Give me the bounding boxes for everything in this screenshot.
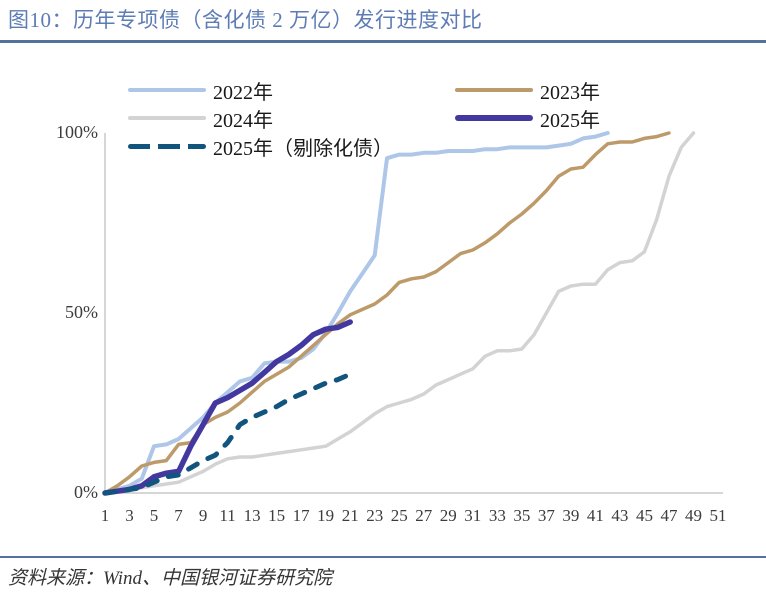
series-line-2022	[103, 131, 610, 495]
legend-item-2022: 2022年	[128, 77, 273, 104]
x-tick-label: 1	[100, 506, 110, 525]
series-line-2024	[103, 131, 696, 495]
legend-item-2023: 2023年	[455, 77, 600, 104]
title-rule	[0, 40, 766, 43]
series-line-2025-ex	[102, 371, 353, 496]
x-tick-label: 17	[292, 506, 310, 525]
legend-swatch-2023	[455, 88, 533, 92]
y-tick-label: 0%	[74, 482, 98, 503]
legend-item-2024: 2024年	[128, 105, 273, 132]
x-tick-label: 3	[125, 506, 134, 525]
legend-swatch-2022	[128, 88, 206, 92]
x-tick-label: 15	[268, 506, 286, 525]
footer-rule	[0, 556, 766, 558]
x-tick-label: 35	[513, 506, 531, 525]
legend-item-2025-ex: 2025年（剔除化债）	[128, 133, 393, 160]
x-tick-label: 11	[219, 506, 236, 525]
x-tick-label: 43	[611, 506, 629, 525]
x-tick-label: 51	[709, 506, 727, 525]
x-tick-label: 5	[149, 506, 159, 525]
y-tick-label: 100%	[56, 122, 98, 143]
x-tick-label: 31	[464, 506, 482, 525]
x-tick-label: 9	[198, 506, 208, 525]
x-tick-label: 21	[341, 506, 359, 525]
x-tick-label: 13	[243, 506, 261, 525]
x-tick-label: 7	[174, 506, 183, 525]
x-tick-label: 29	[439, 506, 457, 525]
legend-label-2025: 2025年	[540, 109, 600, 132]
x-tick-label: 49	[684, 506, 702, 525]
x-tick-label: 23	[366, 506, 384, 525]
legend-label-2025-ex: 2025年（剔除化债）	[213, 137, 393, 160]
legend-label-2024: 2024年	[213, 109, 273, 132]
x-tick-label: 27	[415, 506, 433, 525]
legend-item-2025: 2025年	[455, 105, 600, 132]
series-line-2023	[103, 131, 671, 495]
x-tick-label: 25	[390, 506, 408, 525]
x-tick-label: 19	[317, 506, 335, 525]
page-title: 图10：历年专项债（含化债 2 万亿）发行进度对比	[8, 8, 483, 32]
legend-label-2023: 2023年	[540, 81, 600, 104]
x-tick-label: 39	[562, 506, 580, 525]
legend-swatch-2024	[128, 116, 206, 120]
x-tick-label: 45	[635, 506, 653, 525]
x-tick-label: 37	[537, 506, 555, 525]
y-tick-label: 50%	[65, 302, 98, 323]
source-text: 资料来源：Wind、中国银河证券研究院	[8, 568, 333, 589]
x-tick-label: 47	[660, 506, 678, 525]
legend-swatch-2025	[455, 115, 533, 121]
x-tick-label: 33	[488, 506, 506, 525]
legend-label-2022: 2022年	[213, 81, 273, 104]
series-line-2025	[102, 319, 353, 496]
legend-swatch-2025-ex	[128, 143, 206, 149]
x-tick-label: 41	[586, 506, 604, 525]
